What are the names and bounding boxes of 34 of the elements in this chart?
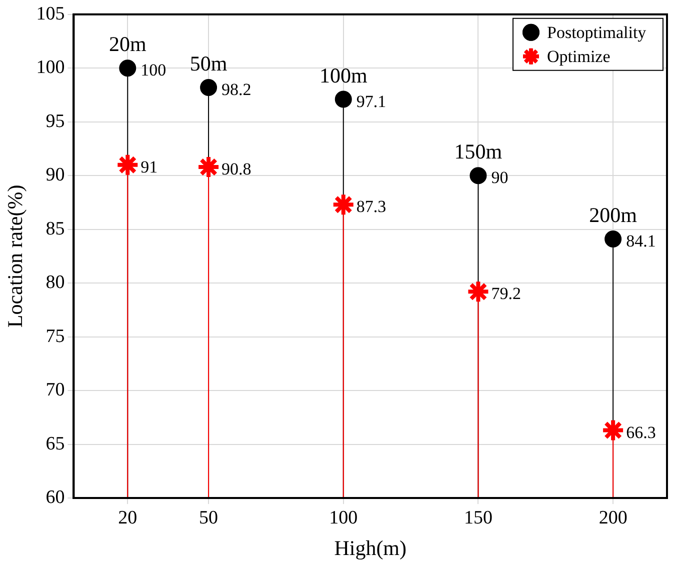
data-label: 87.3 [356, 197, 386, 216]
y-tick-label: 90 [46, 164, 65, 186]
x-axis-title: High(m) [334, 536, 407, 560]
x-tick-label: 150 [464, 507, 492, 528]
legend-label: Postoptimality [547, 22, 647, 42]
y-tick-label: 80 [46, 272, 65, 294]
data-label: 98.2 [222, 80, 252, 99]
annotation: 200m [589, 203, 637, 228]
annotation: 50m [190, 51, 228, 76]
x-tick-label: 50 [199, 507, 218, 528]
y-tick-label: 70 [46, 380, 65, 401]
y-tick-label: 65 [46, 433, 65, 454]
y-tick-label: 105 [36, 3, 65, 24]
data-label: 97.1 [356, 92, 386, 111]
data-label: 90.8 [222, 159, 252, 178]
data-label: 100 [140, 60, 166, 80]
y-tick-label: 60 [46, 486, 65, 508]
y-tick-label: 100 [36, 57, 65, 78]
x-tick-label: 100 [329, 507, 358, 528]
x-tick-label: 20 [118, 507, 138, 528]
data-label: 91 [140, 157, 158, 176]
y-tick-label: 75 [46, 326, 65, 347]
y-tick-label: 85 [46, 218, 65, 240]
data-label: 90 [491, 168, 508, 188]
data-label: 66.3 [626, 422, 656, 442]
legend-label: Optimize [547, 46, 610, 66]
x-tick-label: 200 [598, 507, 628, 528]
data-label: 84.1 [626, 231, 656, 250]
y-axis-title: Location rate(%) [3, 184, 28, 328]
annotation: 100m [319, 63, 368, 88]
annotation: 150m [454, 140, 502, 164]
data-label: 79.2 [491, 284, 521, 304]
y-tick-label: 95 [46, 110, 65, 132]
annotation: 20m [108, 32, 146, 56]
